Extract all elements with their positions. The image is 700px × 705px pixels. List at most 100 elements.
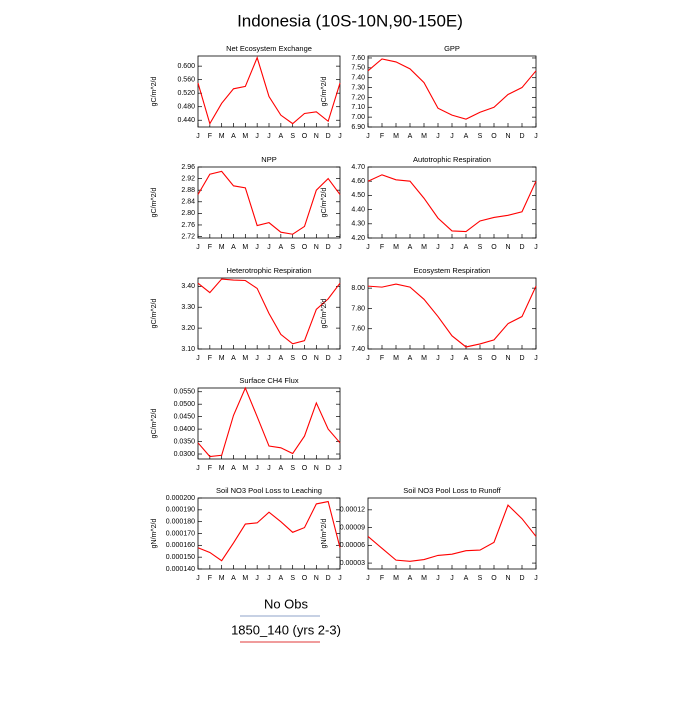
x-tick-label: A bbox=[231, 133, 236, 140]
y-tick-label: 0.560 bbox=[177, 77, 195, 84]
x-tick-label: J bbox=[196, 133, 200, 140]
y-tick-label: 7.00 bbox=[351, 114, 365, 121]
x-tick-label: J bbox=[255, 244, 259, 251]
x-tick-label: A bbox=[278, 133, 283, 140]
x-tick-label: S bbox=[290, 133, 295, 140]
y-tick-label: 3.40 bbox=[181, 283, 195, 290]
y-tick-label: 2.76 bbox=[181, 222, 195, 229]
x-tick-label: M bbox=[421, 244, 427, 251]
x-tick-label: S bbox=[478, 575, 483, 582]
x-tick-label: D bbox=[326, 133, 331, 140]
x-tick-label: D bbox=[519, 133, 524, 140]
y-tick-label: 0.00009 bbox=[340, 524, 365, 531]
data-line bbox=[367, 174, 537, 233]
x-tick-label: J bbox=[255, 465, 259, 472]
y-tick-label: 0.000160 bbox=[166, 542, 195, 549]
x-tick-label: D bbox=[326, 575, 331, 582]
y-tick-label: 0.000170 bbox=[166, 530, 195, 537]
x-tick-label: D bbox=[326, 244, 331, 251]
x-tick-label: A bbox=[408, 133, 413, 140]
x-tick-label: J bbox=[366, 355, 370, 362]
x-tick-label: F bbox=[208, 133, 212, 140]
x-tick-label: S bbox=[478, 133, 483, 140]
x-tick-label: J bbox=[450, 355, 454, 362]
x-tick-label: M bbox=[242, 355, 248, 362]
x-tick-label: F bbox=[380, 244, 384, 251]
x-tick-label: J bbox=[450, 133, 454, 140]
x-tick-label: N bbox=[505, 133, 510, 140]
y-tick-label: 0.0450 bbox=[174, 413, 196, 420]
y-tick-label: 4.20 bbox=[351, 235, 365, 242]
data-line bbox=[367, 58, 537, 120]
data-line bbox=[197, 278, 341, 345]
y-tick-label: 0.520 bbox=[177, 90, 195, 97]
y-tick-label: 7.20 bbox=[351, 94, 365, 101]
y-axis-label: gC/m^2/d bbox=[321, 299, 328, 329]
x-tick-label: F bbox=[380, 355, 384, 362]
y-tick-label: 0.0500 bbox=[174, 401, 196, 408]
x-tick-label: F bbox=[380, 575, 384, 582]
x-tick-label: J bbox=[196, 244, 200, 251]
panel-title: Net Ecosystem Exchange bbox=[226, 44, 312, 53]
y-axis-label: gN/m^2/d bbox=[321, 519, 328, 549]
x-tick-label: O bbox=[302, 244, 308, 251]
x-tick-label: J bbox=[436, 575, 440, 582]
x-tick-label: N bbox=[505, 355, 510, 362]
y-tick-label: 0.00003 bbox=[340, 560, 365, 567]
y-tick-label: 3.20 bbox=[181, 325, 195, 332]
data-line bbox=[197, 56, 341, 126]
x-tick-label: J bbox=[196, 355, 200, 362]
y-tick-label: 4.30 bbox=[351, 221, 365, 228]
x-tick-label: M bbox=[393, 133, 399, 140]
x-tick-label: J bbox=[267, 244, 271, 251]
x-tick-label: J bbox=[267, 133, 271, 140]
y-tick-label: 0.0400 bbox=[174, 426, 196, 433]
plot-frame bbox=[197, 55, 341, 128]
x-tick-label: J bbox=[338, 133, 342, 140]
y-tick-label: 2.80 bbox=[181, 210, 195, 217]
x-tick-label: J bbox=[196, 465, 200, 472]
x-tick-label: S bbox=[478, 244, 483, 251]
y-tick-label: 0.0350 bbox=[174, 438, 196, 445]
y-tick-label: 7.40 bbox=[351, 346, 365, 353]
x-tick-label: M bbox=[393, 575, 399, 582]
x-tick-label: N bbox=[314, 355, 319, 362]
x-tick-label: D bbox=[519, 244, 524, 251]
y-tick-label: 0.600 bbox=[177, 63, 195, 70]
x-tick-label: A bbox=[464, 355, 469, 362]
y-tick-label: 0.000140 bbox=[166, 566, 195, 573]
x-tick-label: A bbox=[231, 575, 236, 582]
y-tick-label: 4.70 bbox=[351, 164, 365, 171]
x-tick-label: O bbox=[302, 575, 308, 582]
legend-label: No Obs bbox=[264, 596, 309, 611]
x-tick-label: M bbox=[219, 133, 225, 140]
x-tick-label: J bbox=[255, 575, 259, 582]
y-tick-label: 0.00012 bbox=[340, 507, 365, 514]
page-title: Indonesia (10S-10N,90-150E) bbox=[237, 11, 463, 30]
x-tick-label: J bbox=[534, 575, 538, 582]
x-tick-label: J bbox=[267, 575, 271, 582]
x-tick-label: A bbox=[278, 355, 283, 362]
x-tick-label: A bbox=[464, 575, 469, 582]
x-tick-label: F bbox=[208, 244, 212, 251]
x-tick-label: O bbox=[302, 465, 308, 472]
plot-frame bbox=[197, 387, 341, 460]
y-tick-label: 8.00 bbox=[351, 285, 365, 292]
x-tick-label: J bbox=[450, 575, 454, 582]
x-tick-label: J bbox=[366, 575, 370, 582]
x-tick-label: A bbox=[278, 244, 283, 251]
x-tick-label: N bbox=[314, 133, 319, 140]
x-tick-label: D bbox=[519, 575, 524, 582]
x-tick-label: O bbox=[491, 244, 497, 251]
x-tick-label: M bbox=[393, 355, 399, 362]
x-tick-label: N bbox=[314, 465, 319, 472]
x-tick-label: N bbox=[314, 575, 319, 582]
panel-title: Heterotrophic Respiration bbox=[226, 266, 311, 275]
x-tick-label: M bbox=[393, 244, 399, 251]
legend-label: 1850_140 (yrs 2-3) bbox=[231, 622, 341, 637]
panel-title: NPP bbox=[261, 155, 276, 164]
x-tick-label: D bbox=[326, 465, 331, 472]
y-tick-label: 2.96 bbox=[181, 164, 195, 171]
y-tick-label: 0.000200 bbox=[166, 495, 195, 502]
